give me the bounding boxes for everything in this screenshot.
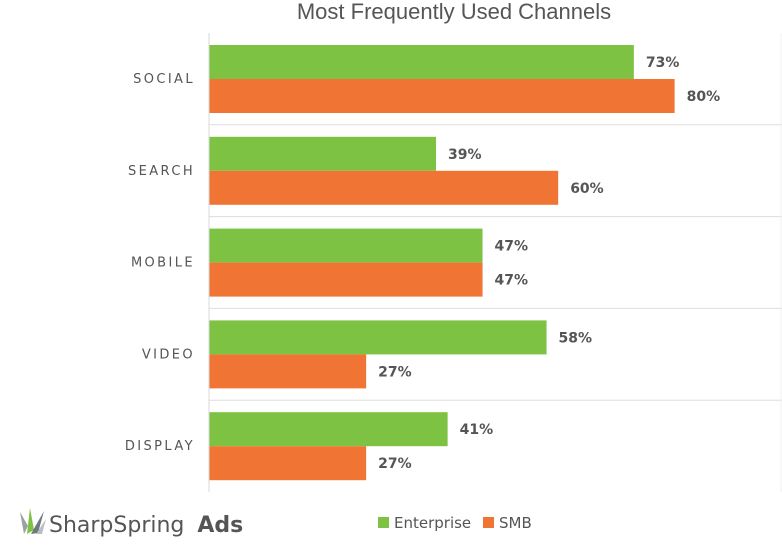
legend: Enterprise SMB xyxy=(378,514,532,532)
bar-smb-video xyxy=(209,354,367,389)
bar-enterprise-video xyxy=(209,320,547,355)
data-label-enterprise-search: 39% xyxy=(448,147,482,163)
category-label-search: SEARCH xyxy=(128,164,195,179)
data-label-enterprise-mobile: 47% xyxy=(495,239,529,255)
data-label-enterprise-video: 58% xyxy=(559,330,593,346)
data-label-smb-search: 60% xyxy=(570,181,604,197)
category-label-display: DISPLAY xyxy=(125,439,195,454)
legend-label-smb: SMB xyxy=(499,514,532,532)
data-label-smb-video: 27% xyxy=(378,364,412,380)
sharpspring-leaf-icon xyxy=(20,508,46,534)
brand-name: SharpSpring xyxy=(49,513,184,538)
legend-label-enterprise: Enterprise xyxy=(394,514,471,532)
brand-logo: SharpSpring Ads xyxy=(20,508,243,538)
brand-suffix: Ads xyxy=(197,513,243,538)
plot-area: SOCIAL 73% 80% SEARCH 39% 60% MOBILE 47% 47% VIDE… xyxy=(125,33,782,492)
chart-title: Most Frequently Used Channels xyxy=(297,0,611,24)
bar-smb-mobile xyxy=(209,262,483,297)
bar-enterprise-social xyxy=(209,45,634,79)
bar-smb-search xyxy=(209,170,559,205)
svg-text:SharpSpring Ads: SharpSpring Ads xyxy=(49,513,243,538)
category-label-mobile: MOBILE xyxy=(131,256,195,271)
legend-swatch-smb xyxy=(483,517,494,528)
category-label-social: SOCIAL xyxy=(133,72,195,87)
data-label-smb-mobile: 47% xyxy=(495,273,529,289)
bar-enterprise-mobile xyxy=(209,228,483,263)
bar-enterprise-display xyxy=(209,412,448,447)
data-label-smb-display: 27% xyxy=(378,456,412,472)
data-label-enterprise-display: 41% xyxy=(460,422,494,438)
data-label-enterprise-social: 73% xyxy=(646,55,680,71)
data-label-smb-social: 80% xyxy=(687,89,721,105)
category-label-video: VIDEO xyxy=(142,347,195,362)
bar-smb-social xyxy=(209,79,675,113)
bar-enterprise-search xyxy=(209,136,436,171)
bar-smb-display xyxy=(209,446,367,481)
legend-swatch-enterprise xyxy=(378,517,389,528)
